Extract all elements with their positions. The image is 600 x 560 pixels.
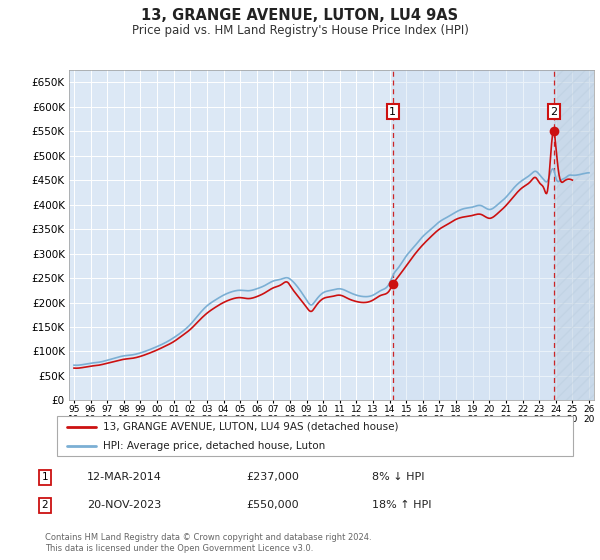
Text: 13, GRANGE AVENUE, LUTON, LU4 9AS: 13, GRANGE AVENUE, LUTON, LU4 9AS: [142, 8, 458, 24]
Text: 18% ↑ HPI: 18% ↑ HPI: [372, 500, 431, 510]
Text: 12-MAR-2014: 12-MAR-2014: [87, 472, 162, 482]
Text: HPI: Average price, detached house, Luton: HPI: Average price, detached house, Luto…: [103, 441, 326, 450]
Text: 20-NOV-2023: 20-NOV-2023: [87, 500, 161, 510]
Text: Contains HM Land Registry data © Crown copyright and database right 2024.
This d: Contains HM Land Registry data © Crown c…: [45, 533, 371, 553]
Text: 1: 1: [41, 472, 49, 482]
Text: £237,000: £237,000: [246, 472, 299, 482]
Text: 1: 1: [389, 106, 397, 116]
Text: Price paid vs. HM Land Registry's House Price Index (HPI): Price paid vs. HM Land Registry's House …: [131, 24, 469, 36]
Text: 2: 2: [550, 106, 557, 116]
Bar: [554, 70, 594, 400]
Text: 8% ↓ HPI: 8% ↓ HPI: [372, 472, 425, 482]
Bar: [393, 70, 594, 400]
Text: £550,000: £550,000: [246, 500, 299, 510]
Text: 2: 2: [41, 500, 49, 510]
Text: 13, GRANGE AVENUE, LUTON, LU4 9AS (detached house): 13, GRANGE AVENUE, LUTON, LU4 9AS (detac…: [103, 422, 399, 432]
